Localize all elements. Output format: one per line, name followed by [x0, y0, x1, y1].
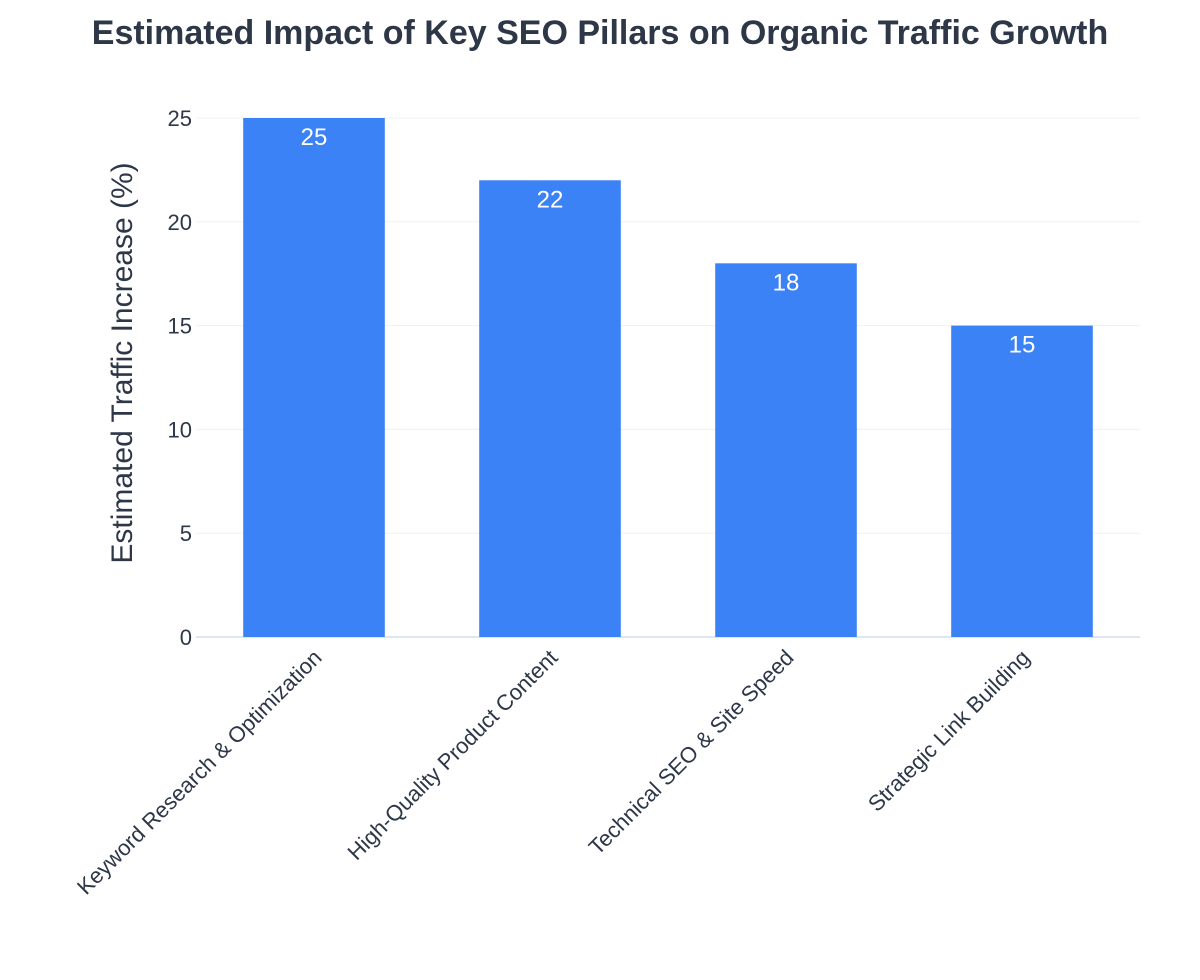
chart-title: Estimated Impact of Key SEO Pillars on O…: [92, 14, 1108, 52]
bar-value-label: 15: [1009, 332, 1036, 359]
bar[interactable]: [951, 325, 1093, 637]
y-tick-label: 5: [180, 521, 192, 546]
bar-value-label: 18: [773, 269, 800, 296]
y-tick-label: 0: [180, 625, 192, 650]
y-axis-ticks: 0 5 10 15 20 25: [168, 106, 192, 650]
x-axis-labels: Keyword Research & Optimization High-Qual…: [72, 645, 1035, 900]
x-tick-label: Keyword Research & Optimization: [72, 645, 327, 900]
y-tick-label: 10: [168, 417, 192, 442]
y-tick-label: 25: [168, 106, 192, 131]
y-tick-label: 20: [168, 210, 192, 235]
bar-value-label: 22: [537, 186, 564, 213]
bar[interactable]: [243, 118, 385, 637]
x-tick-label: High-Quality Product Content: [343, 645, 563, 865]
bar-value-label: 25: [301, 124, 328, 151]
y-axis-title: Estimated Traffic Increase (%): [106, 162, 139, 563]
y-tick-label: 15: [168, 314, 192, 339]
bars: 25 22 18 15: [243, 118, 1093, 637]
x-tick-label: Technical SEO & Site Speed: [584, 645, 799, 860]
bar[interactable]: [715, 263, 857, 637]
bar[interactable]: [479, 180, 621, 637]
x-tick-label: Strategic Link Building: [863, 645, 1035, 817]
